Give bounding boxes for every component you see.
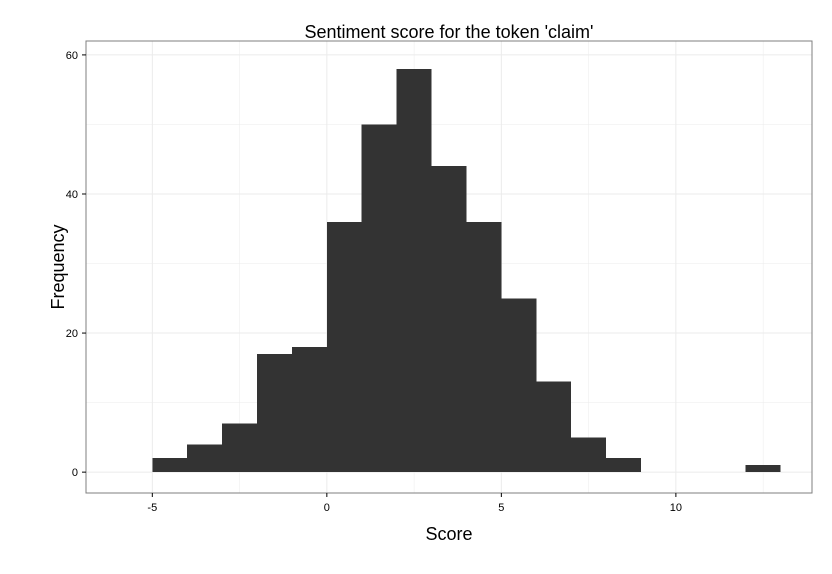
x-tick-label: 5 bbox=[498, 502, 504, 514]
y-tick-label: 40 bbox=[66, 189, 78, 201]
histogram-bar bbox=[361, 124, 397, 473]
y-axis-title: Frequency bbox=[48, 224, 68, 309]
x-tick-label: -5 bbox=[147, 502, 157, 514]
histogram-bar bbox=[326, 221, 362, 473]
x-axis-ticks: -5 0 5 10 bbox=[147, 493, 682, 514]
chart-title: Sentiment score for the token 'claim' bbox=[304, 22, 593, 42]
histogram-bar bbox=[291, 346, 327, 473]
x-tick-label: 0 bbox=[324, 502, 330, 514]
histogram-bar bbox=[536, 381, 572, 473]
histogram-bar bbox=[431, 166, 467, 473]
bar-group bbox=[152, 68, 781, 473]
histogram-bar bbox=[501, 298, 537, 473]
histogram-bar bbox=[745, 465, 781, 473]
y-axis-ticks: 0 20 40 60 bbox=[66, 50, 86, 479]
histogram-bar bbox=[187, 444, 223, 473]
histogram-bar bbox=[257, 353, 292, 473]
histogram-bar bbox=[396, 68, 432, 473]
histogram-bar bbox=[152, 458, 188, 473]
y-tick-label: 60 bbox=[66, 50, 78, 62]
histogram-bar bbox=[466, 221, 502, 473]
histogram-bar bbox=[222, 423, 258, 473]
histogram-bar bbox=[571, 437, 607, 473]
x-tick-label: 10 bbox=[670, 502, 682, 514]
x-axis-title: Score bbox=[425, 524, 472, 544]
y-tick-label: 20 bbox=[66, 328, 78, 340]
plot-panel-border bbox=[85, 40, 813, 494]
y-tick-label: 0 bbox=[72, 467, 78, 479]
histogram-bar bbox=[606, 458, 641, 473]
